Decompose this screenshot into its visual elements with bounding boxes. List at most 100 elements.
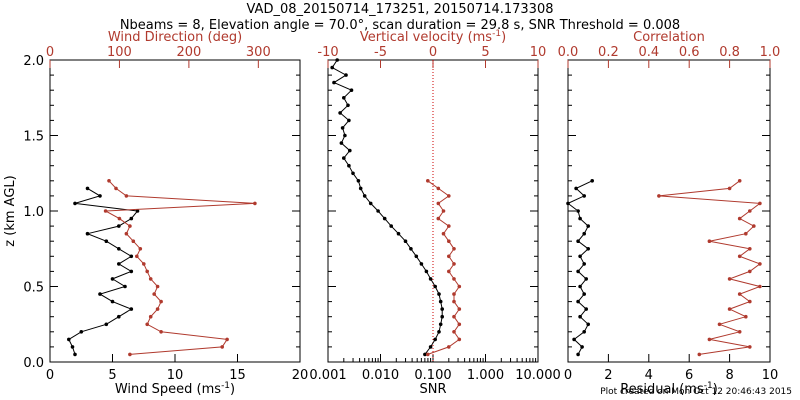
data-point xyxy=(376,209,380,213)
data-point xyxy=(104,322,109,327)
data-point xyxy=(110,299,115,304)
data-point xyxy=(128,352,132,357)
data-point xyxy=(124,194,129,198)
data-point xyxy=(129,254,134,259)
data-point xyxy=(576,239,580,243)
data-point xyxy=(727,277,732,281)
data-point xyxy=(414,254,419,259)
data-point xyxy=(135,209,140,213)
top-axis-label: Correlation xyxy=(633,30,705,45)
data-point xyxy=(586,247,590,251)
data-point xyxy=(107,179,111,183)
data-point xyxy=(85,231,90,236)
data-point xyxy=(424,269,429,274)
bottom-tick-label: 8 xyxy=(725,368,733,383)
data-point xyxy=(428,345,433,349)
data-point xyxy=(737,254,742,259)
data-point xyxy=(737,330,742,334)
series-line xyxy=(658,180,762,355)
top-tick-label: 0.8 xyxy=(719,45,740,60)
data-point xyxy=(152,292,156,296)
data-point xyxy=(124,231,129,236)
bottom-axis-label: SNR xyxy=(419,382,446,397)
data-point xyxy=(578,254,582,259)
data-point xyxy=(347,118,351,123)
data-point xyxy=(423,352,427,357)
data-point xyxy=(436,186,441,191)
y-tick-label: 0.5 xyxy=(23,281,44,296)
data-point xyxy=(342,156,346,160)
bottom-tick-label: 4 xyxy=(645,368,653,383)
data-point xyxy=(584,277,588,281)
data-point xyxy=(253,201,257,206)
data-point xyxy=(338,111,342,115)
series-line xyxy=(567,180,593,355)
data-point xyxy=(419,262,424,266)
data-point xyxy=(138,247,143,251)
data-point xyxy=(580,345,584,349)
data-point xyxy=(582,330,586,334)
data-point xyxy=(73,201,77,206)
data-point xyxy=(748,269,752,274)
data-point xyxy=(340,126,345,130)
data-point xyxy=(441,231,446,236)
data-point xyxy=(452,314,456,319)
data-point xyxy=(85,186,90,191)
top-tick-label: 10 xyxy=(530,45,547,60)
top-tick-label: 0.6 xyxy=(679,45,700,60)
data-point xyxy=(441,209,446,213)
data-point xyxy=(159,330,163,334)
data-point xyxy=(748,209,752,213)
data-point xyxy=(452,262,456,266)
data-point xyxy=(578,314,582,319)
data-point xyxy=(129,307,134,311)
data-point xyxy=(426,352,430,357)
data-point xyxy=(447,194,451,198)
data-point xyxy=(351,171,355,176)
data-point xyxy=(225,337,229,342)
data-point xyxy=(114,186,118,191)
top-tick-label: 5 xyxy=(481,45,489,60)
bottom-tick-label: 0 xyxy=(564,368,572,383)
bottom-tick-label: 20 xyxy=(292,368,309,383)
top-tick-label: 0.4 xyxy=(638,45,659,60)
data-point xyxy=(117,262,121,266)
data-point xyxy=(582,262,586,266)
data-point xyxy=(437,292,441,296)
bottom-tick-label: 6 xyxy=(685,368,693,383)
data-point xyxy=(586,322,590,327)
bottom-tick-label: 1.000 xyxy=(467,368,504,383)
data-point xyxy=(727,186,732,191)
data-point xyxy=(748,247,752,251)
data-point xyxy=(436,216,441,221)
data-point xyxy=(752,224,756,228)
data-point xyxy=(129,216,134,221)
top-tick-label: 0.2 xyxy=(598,45,619,60)
data-point xyxy=(433,337,438,342)
data-point xyxy=(697,352,702,357)
data-point xyxy=(339,141,344,145)
data-point xyxy=(342,96,346,100)
bottom-axis-label: Wind Speed (ms-1) xyxy=(115,381,235,397)
bottom-tick-label: 10 xyxy=(762,368,779,383)
data-point xyxy=(457,284,462,289)
data-point xyxy=(447,345,451,349)
y-tick-label: 2.0 xyxy=(23,54,44,69)
data-point xyxy=(440,314,445,319)
data-point xyxy=(131,239,136,243)
series-line xyxy=(331,59,443,355)
data-point xyxy=(586,224,590,228)
data-point xyxy=(707,337,712,342)
chart-subtitle: Nbeams = 8, Elevation angle = 70.0°, sca… xyxy=(119,18,681,33)
data-point xyxy=(727,307,732,311)
data-point xyxy=(457,307,462,311)
data-point xyxy=(457,322,462,327)
bottom-tick-label: 10.000 xyxy=(515,368,561,383)
bottom-tick-label: 0 xyxy=(46,368,54,383)
data-point xyxy=(98,194,102,198)
data-point xyxy=(358,186,363,191)
chart-title: VAD_08_20150714_173251, 20150714.173308 xyxy=(246,2,554,17)
top-tick-label: 1.0 xyxy=(760,45,781,60)
data-point xyxy=(572,337,576,342)
data-point xyxy=(744,314,748,319)
